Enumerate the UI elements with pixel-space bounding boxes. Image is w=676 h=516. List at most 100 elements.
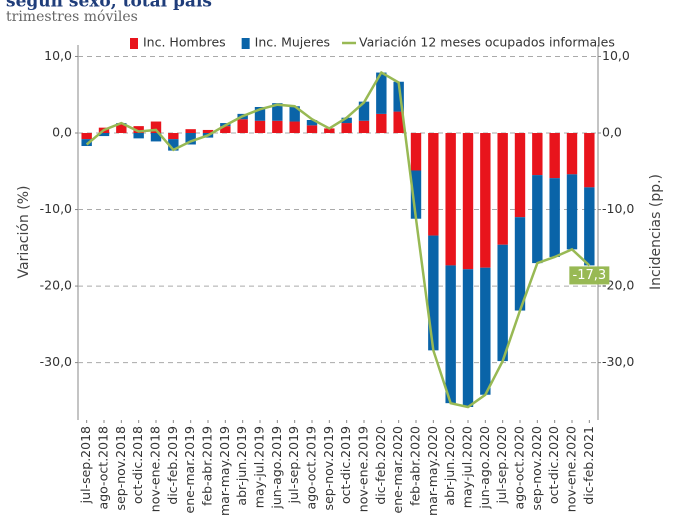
bar: [81, 139, 92, 147]
bar: [306, 125, 318, 134]
line: [85, 70, 591, 409]
bar: [358, 101, 370, 121]
x-tick-label: may-jul.2020: [460, 426, 475, 508]
bar: [237, 119, 248, 134]
bar: [185, 133, 196, 145]
bar: [150, 133, 162, 142]
x-tick-label: sep-nov.2020: [529, 426, 544, 510]
x-tick-label: jul-sep.2020: [494, 426, 509, 504]
chart-title: según sexo, total país: [6, 0, 212, 12]
x-tick-label: nov-ene.2020: [564, 426, 579, 512]
x-tick-label: sep-nov.2019: [321, 426, 336, 510]
legend-label: Inc. Hombres: [143, 35, 226, 50]
bar: [428, 235, 439, 351]
x-tick-label: oct-dic.2019: [338, 426, 353, 504]
x-tick-label: dic-feb.2020: [373, 426, 388, 505]
x-tick-label: ene-mar.2020: [390, 426, 405, 513]
y2-tick-label: -20,0: [602, 278, 634, 293]
x-tick-label: mar-may.2019: [217, 426, 232, 516]
bar: [462, 269, 474, 407]
chart-subtitle: trimestres móviles: [6, 9, 138, 25]
y-tick-label: -20,0: [40, 278, 72, 293]
x-tick-label: nov-ene.2018: [148, 426, 163, 512]
bar: [549, 133, 560, 179]
legend-label: Variación 12 meses ocupados informales: [359, 35, 615, 50]
bar: [584, 133, 595, 188]
x-tick-label: oct-dic.2020: [546, 426, 561, 504]
bar: [410, 133, 422, 171]
bar: [306, 120, 318, 126]
bar: [254, 120, 266, 134]
x-tick-label: may-jul.2019: [252, 426, 267, 508]
bar: [133, 126, 144, 134]
bar: [549, 178, 560, 257]
bar: [376, 72, 387, 114]
x-tick-label: nov-ene.2019: [356, 426, 371, 512]
bar: [324, 128, 335, 134]
y2-tick-label: 0,0: [602, 125, 622, 140]
y-tick-label: -30,0: [40, 354, 72, 369]
bar: [272, 120, 283, 134]
bar: [341, 117, 352, 124]
x-tick-label: dic-feb.2021: [581, 426, 596, 505]
y2-axis-label: Incidencias (pp.): [648, 174, 664, 290]
bar: [254, 106, 266, 121]
y-axis-label: Variación (%): [16, 186, 32, 279]
x-tick-label: ago-oct.2019: [304, 426, 319, 509]
data-label: -17,3: [573, 268, 607, 283]
bar: [202, 129, 214, 134]
bar: [150, 121, 162, 134]
bar: [393, 111, 404, 134]
bar: [168, 139, 179, 151]
x-tick-label: ago-oct.2020: [512, 426, 527, 509]
bar: [532, 175, 543, 264]
bar: [81, 133, 92, 140]
bar: [480, 133, 491, 268]
x-tick-label: mar-may.2020: [425, 426, 440, 516]
y2-tick-label: 10,0: [602, 48, 630, 63]
y-tick-label: -10,0: [40, 201, 72, 216]
bar: [116, 123, 127, 134]
x-tick-label: abr-jun.2019: [234, 426, 249, 506]
bar: [480, 267, 491, 395]
y-tick-label: 0,0: [52, 125, 72, 140]
bar: [445, 265, 456, 404]
bar: [289, 106, 300, 122]
x-tick-label: abr-jun.2020: [442, 426, 457, 506]
bar: [462, 133, 474, 270]
x-tick-label: sep-nov.2018: [113, 426, 128, 510]
x-tick-label: feb-abr.2020: [408, 426, 423, 506]
bar: [358, 120, 370, 134]
bar: [445, 133, 456, 266]
y-tick-label: 10,0: [44, 48, 72, 63]
bar: [133, 133, 144, 139]
bar: [566, 133, 578, 175]
bar: [185, 129, 196, 134]
bar: [341, 123, 352, 134]
legend-label: Inc. Mujeres: [255, 35, 330, 50]
y2-tick-label: -30,0: [602, 354, 634, 369]
bar: [98, 133, 110, 137]
bar: [532, 133, 543, 176]
x-tick-label: ene-mar.2019: [182, 426, 197, 513]
legend-swatch: [241, 38, 250, 49]
bar: [584, 187, 595, 266]
bar: [514, 217, 526, 311]
bar: [168, 133, 179, 140]
bar: [220, 126, 231, 134]
y2-tick-label: -10,0: [602, 201, 634, 216]
x-tick-label: jul-sep.2019: [286, 426, 301, 504]
bar: [289, 121, 300, 134]
bar: [272, 103, 283, 121]
bar: [410, 170, 422, 219]
bar: [514, 133, 526, 218]
bar: [428, 133, 439, 236]
x-tick-label: jun-ago.2019: [269, 426, 284, 510]
x-tick-label: dic-feb.2019: [165, 426, 180, 505]
legend-swatch: [130, 38, 138, 49]
bar: [376, 113, 387, 134]
bar: [393, 81, 404, 112]
x-tick-label: ago-oct.2018: [96, 426, 111, 509]
data-label-box: [569, 266, 610, 285]
